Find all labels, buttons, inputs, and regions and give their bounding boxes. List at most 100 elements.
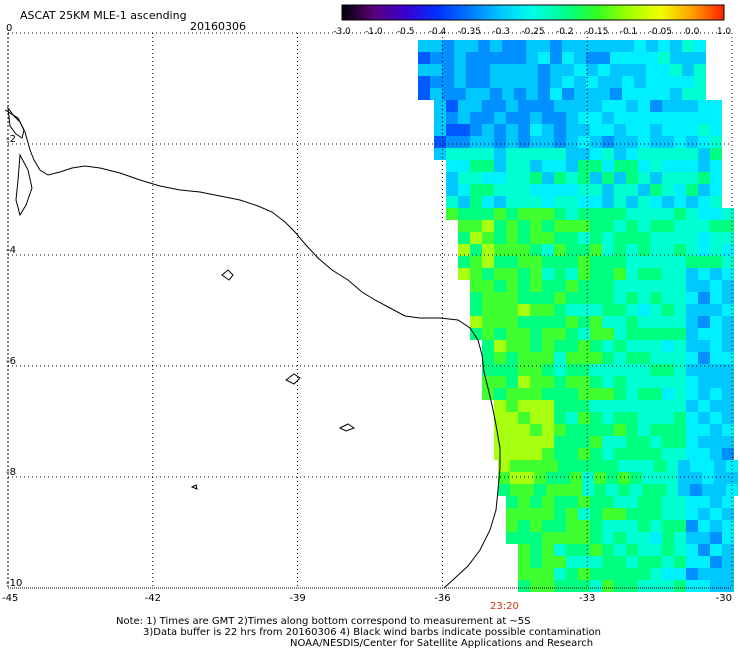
- swath-cell: [638, 340, 650, 352]
- swath-cell: [626, 172, 638, 184]
- swath-cell: [506, 184, 518, 196]
- swath-cell: [578, 352, 590, 364]
- swath-cell: [682, 52, 694, 64]
- swath-cell: [518, 364, 530, 376]
- swath-cell: [662, 388, 674, 400]
- swath-cell: [686, 400, 698, 412]
- swath-cell: [698, 412, 710, 424]
- swath-cell: [506, 340, 518, 352]
- swath-cell: [418, 76, 430, 88]
- swath-cell: [578, 316, 590, 328]
- swath-cell: [458, 160, 470, 172]
- swath-cell: [698, 496, 710, 508]
- swath-cell: [530, 448, 542, 460]
- swath-cell: [590, 568, 602, 580]
- swath-cell: [626, 340, 638, 352]
- swath-cell: [518, 124, 530, 136]
- swath-cell: [610, 76, 622, 88]
- swath-cell: [722, 400, 734, 412]
- swath-cell: [686, 352, 698, 364]
- swath-cell: [614, 292, 626, 304]
- note-line-1: Note: 1) Times are GMT 2)Times along bot…: [116, 616, 531, 627]
- swath-cell: [638, 376, 650, 388]
- swath-cell: [662, 364, 674, 376]
- swath-cell: [566, 520, 578, 532]
- swath-cell: [602, 520, 614, 532]
- swath-cell: [610, 40, 622, 52]
- swath-cell: [566, 172, 578, 184]
- swath-cell: [606, 472, 618, 484]
- swath-cell: [694, 52, 706, 64]
- swath-cell: [674, 196, 686, 208]
- swath-cell: [510, 472, 522, 484]
- swath-cell: [650, 412, 662, 424]
- swath-cell: [578, 196, 590, 208]
- swath-cell: [638, 256, 650, 268]
- swath-cell: [630, 484, 642, 496]
- swath-cell: [650, 508, 662, 520]
- swath-cell: [662, 340, 674, 352]
- swath-cell: [602, 340, 614, 352]
- swath-cell: [470, 148, 482, 160]
- swath-cell: [554, 544, 566, 556]
- swath-cell: [586, 52, 598, 64]
- swath-cell: [554, 376, 566, 388]
- swath-cell: [662, 412, 674, 424]
- swath-cell: [686, 568, 698, 580]
- swath-cell: [710, 436, 722, 448]
- swath-cell: [626, 184, 638, 196]
- swath-cell: [542, 172, 554, 184]
- swath-cell: [442, 52, 454, 64]
- swath-cell: [590, 148, 602, 160]
- swath-cell: [494, 268, 506, 280]
- note-line-2: 3)Data buffer is 22 hrs from 20160306 4)…: [143, 627, 601, 638]
- swath-cell: [614, 304, 626, 316]
- swath-cell: [554, 580, 566, 592]
- swath-cell: [586, 40, 598, 52]
- swath-cell: [590, 364, 602, 376]
- swath-cell: [638, 232, 650, 244]
- swath-cell: [566, 268, 578, 280]
- swath-cell: [626, 124, 638, 136]
- swath-cell: [722, 328, 734, 340]
- swath-cell: [690, 484, 702, 496]
- swath-cell: [674, 376, 686, 388]
- swath-cell: [434, 136, 446, 148]
- swath-cell: [554, 160, 566, 172]
- swath-cell: [610, 88, 622, 100]
- axis-tick-labels: -45 -42 -39 -36 -33 -30 0 -2 -4 -6 -8 -10: [2, 23, 732, 604]
- swath-cell: [542, 232, 554, 244]
- swath-cell: [506, 220, 518, 232]
- swath-cell: [674, 304, 686, 316]
- swath-cell: [698, 112, 710, 124]
- swath-cell: [518, 340, 530, 352]
- swath-cell: [638, 244, 650, 256]
- swath-cell: [498, 484, 510, 496]
- swath-cell: [522, 472, 534, 484]
- swath-cell: [650, 292, 662, 304]
- swath-cell: [530, 304, 542, 316]
- swath-cell: [638, 412, 650, 424]
- swath-cell: [674, 124, 686, 136]
- swath-cell: [554, 256, 566, 268]
- swath-cell: [614, 172, 626, 184]
- swath-cell: [554, 508, 566, 520]
- swath-cell: [638, 532, 650, 544]
- swath-cell: [698, 316, 710, 328]
- swath-cell: [630, 460, 642, 472]
- swath-cell: [686, 304, 698, 316]
- swath-cell: [482, 208, 494, 220]
- swath-cell: [566, 244, 578, 256]
- swath-cell: [518, 400, 530, 412]
- swath-cell: [602, 412, 614, 424]
- swath-cell: [686, 280, 698, 292]
- lon-tick-label: -30: [716, 593, 732, 604]
- swath-cell: [674, 208, 686, 220]
- swath-cell: [590, 340, 602, 352]
- map-date: 20160306: [190, 20, 246, 33]
- swath-cell: [638, 352, 650, 364]
- swath-cell: [554, 412, 566, 424]
- swath-cell: [674, 436, 686, 448]
- swath-cell: [722, 244, 734, 256]
